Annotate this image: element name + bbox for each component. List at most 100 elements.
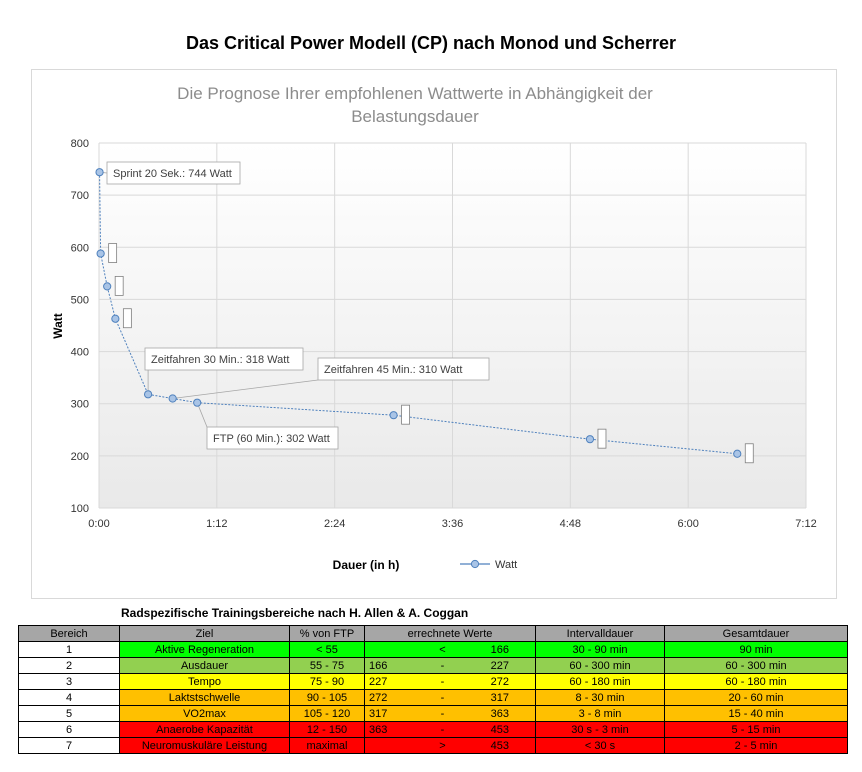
werte-low: 317 bbox=[369, 707, 388, 720]
cell-intervall: 8 - 30 min bbox=[535, 689, 665, 706]
werte-operator: - bbox=[440, 691, 445, 704]
cell-ziel: Tempo bbox=[119, 673, 290, 690]
annotation-leader bbox=[196, 402, 208, 428]
legend-label-watt: Watt bbox=[495, 559, 517, 571]
x-tick-labels: 0:00 1:12 2:24 3:36 4:48 6:00 7:12 bbox=[88, 518, 816, 530]
table-header-row: Bereich Ziel % von FTP errechnete Werte … bbox=[18, 625, 848, 642]
y-tick-label: 500 bbox=[71, 294, 89, 306]
cell-bereich: 6 bbox=[18, 721, 120, 738]
cell-intervall: < 30 s bbox=[535, 737, 665, 754]
annotation-label: FTP (60 Min.): 302 Watt bbox=[213, 433, 330, 445]
data-point bbox=[96, 249, 105, 258]
cell-gesamt: 2 - 5 min bbox=[664, 737, 848, 754]
cell-ftp: 12 - 150 bbox=[289, 721, 365, 738]
empty-data-label bbox=[108, 243, 118, 263]
header-intervall: Intervalldauer bbox=[535, 625, 665, 642]
cell-bereich: 5 bbox=[18, 705, 120, 722]
x-axis-label: Dauer (in h) bbox=[333, 558, 400, 572]
werte-high: 166 bbox=[490, 643, 509, 656]
cell-intervall: 60 - 300 min bbox=[535, 657, 665, 674]
cell-ziel: Aktive Regeneration bbox=[119, 641, 290, 658]
cell-gesamt: 60 - 180 min bbox=[664, 673, 848, 690]
table-title: Radspezifische Trainingsbereiche nach H.… bbox=[121, 606, 469, 620]
werte-operator: - bbox=[440, 675, 445, 688]
annotation-label: Zeitfahren 30 Min.: 318 Watt bbox=[151, 354, 289, 366]
training-zones-table: Bereich Ziel % von FTP errechnete Werte … bbox=[18, 625, 848, 754]
data-point bbox=[95, 168, 104, 177]
table-row: 5 VO2max 105 - 120 317 - 363 3 - 8 min 15 - 40 … bbox=[18, 705, 848, 722]
cell-bereich: 2 bbox=[18, 657, 120, 674]
annotation-label: Zeitfahren 45 Min.: 310 Watt bbox=[324, 364, 462, 376]
y-tick-label: 100 bbox=[71, 503, 89, 515]
x-tick-label: 3:36 bbox=[442, 518, 463, 530]
chart-title-line-2: Belastungsdauer bbox=[351, 107, 479, 126]
header-werte: errechnete Werte bbox=[364, 625, 536, 642]
werte-high: 317 bbox=[490, 691, 509, 704]
data-point bbox=[111, 314, 120, 323]
gridlines bbox=[98, 142, 807, 509]
legend: Watt bbox=[460, 559, 517, 571]
cell-gesamt: 5 - 15 min bbox=[664, 721, 848, 738]
table-row: 2 Ausdauer 55 - 75 166 - 227 60 - 300 min 60 - … bbox=[18, 657, 848, 674]
annotations: Sprint 20 Sek.: 744 Watt Zeitfahren 30 Mi… bbox=[106, 161, 754, 464]
cell-ftp: 75 - 90 bbox=[289, 673, 365, 690]
werte-high: 453 bbox=[490, 723, 509, 736]
table-row: 1 Aktive Regeneration < 55 <166 30 - 90 min 9… bbox=[18, 641, 848, 658]
cell-ftp: < 55 bbox=[289, 641, 365, 658]
x-tick-label: 1:12 bbox=[206, 518, 227, 530]
werte-operator: - bbox=[440, 723, 445, 736]
cell-werte: 166 - 227 bbox=[364, 657, 536, 674]
empty-data-label bbox=[401, 404, 410, 425]
cell-ziel: VO2max bbox=[119, 705, 290, 722]
y-tick-label: 400 bbox=[71, 347, 89, 359]
header-bereich: Bereich bbox=[18, 625, 120, 642]
data-point bbox=[389, 411, 398, 420]
cell-bereich: 3 bbox=[18, 673, 120, 690]
werte-high: 363 bbox=[490, 707, 509, 720]
data-point bbox=[143, 390, 153, 399]
cell-ziel: Ausdauer bbox=[119, 657, 290, 674]
cell-ziel: Neuromuskuläre Leistung bbox=[119, 737, 290, 754]
cell-bereich: 1 bbox=[18, 641, 120, 658]
cell-werte: 227 - 272 bbox=[364, 673, 536, 690]
y-axis-label: Watt bbox=[51, 313, 65, 339]
data-point bbox=[103, 282, 112, 291]
chart-svg: Die Prognose Ihrer empfohlenen Wattwerte… bbox=[51, 84, 817, 572]
annotation-box bbox=[317, 357, 490, 381]
cell-gesamt: 20 - 60 min bbox=[664, 689, 848, 706]
empty-data-label bbox=[597, 428, 607, 449]
empty-data-label bbox=[744, 443, 754, 464]
data-point bbox=[193, 398, 202, 407]
cell-gesamt: 60 - 300 min bbox=[664, 657, 848, 674]
cell-ftp: maximal bbox=[289, 737, 365, 754]
cell-bereich: 7 bbox=[18, 737, 120, 754]
table-row: 7 Neuromuskuläre Leistung maximal >453 < 30 … bbox=[18, 737, 848, 754]
data-point bbox=[585, 435, 595, 444]
x-tick-label: 6:00 bbox=[677, 518, 698, 530]
annotation-box bbox=[106, 161, 241, 185]
cell-werte: 363 - 453 bbox=[364, 721, 536, 738]
cell-werte: <166 bbox=[364, 641, 536, 658]
x-tick-label: 4:48 bbox=[560, 518, 581, 530]
header-ftp: % von FTP bbox=[289, 625, 365, 642]
table-row: 3 Tempo 75 - 90 227 - 272 60 - 180 min 60 - 180… bbox=[18, 673, 848, 690]
werte-operator: - bbox=[440, 707, 445, 720]
series-line bbox=[99, 172, 738, 455]
annotation-leader bbox=[172, 379, 319, 399]
y-tick-label: 700 bbox=[71, 190, 89, 202]
cell-gesamt: 15 - 40 min bbox=[664, 705, 848, 722]
x-tick-label: 2:24 bbox=[324, 518, 345, 530]
header-ziel: Ziel bbox=[119, 625, 290, 642]
cell-ftp: 90 - 105 bbox=[289, 689, 365, 706]
cell-intervall: 3 - 8 min bbox=[535, 705, 665, 722]
cell-ziel: Laktstschwelle bbox=[119, 689, 290, 706]
y-tick-labels: 100 200 300 400 500 600 700 800 bbox=[71, 138, 89, 515]
chart-title-line-1: Die Prognose Ihrer empfohlenen Wattwerte… bbox=[177, 84, 653, 103]
cell-intervall: 30 - 90 min bbox=[535, 641, 665, 658]
header-gesamt: Gesamtdauer bbox=[664, 625, 848, 642]
werte-operator: - bbox=[440, 659, 445, 672]
y-tick-label: 300 bbox=[71, 399, 89, 411]
cell-werte: 272 - 317 bbox=[364, 689, 536, 706]
cell-werte: 317 - 363 bbox=[364, 705, 536, 722]
data-point bbox=[168, 394, 177, 403]
